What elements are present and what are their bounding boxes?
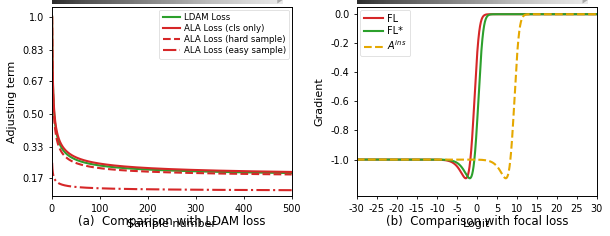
$A^{ins}$ xyxy=(551,13,558,16)
ALA Loss (easy sample) xyxy=(140,188,148,191)
Line: ALA Loss (easy sample): ALA Loss (easy sample) xyxy=(52,163,292,190)
ALA Loss (easy sample) xyxy=(48,161,56,164)
Line: ALA Loss (hard sample): ALA Loss (hard sample) xyxy=(52,17,292,174)
$A^{ins}$ xyxy=(502,177,509,180)
FL xyxy=(533,13,540,16)
FL xyxy=(462,177,470,180)
Y-axis label: Adjusting term: Adjusting term xyxy=(7,60,17,143)
ALA Loss (cls only) xyxy=(288,171,295,173)
ALA Loss (easy sample) xyxy=(76,186,83,189)
LDAM Loss xyxy=(283,172,290,174)
LDAM Loss xyxy=(48,15,56,18)
ALA Loss (cls only) xyxy=(151,167,158,170)
ALA Loss (cls only) xyxy=(90,161,98,164)
$A^{ins}$ xyxy=(353,158,361,161)
Line: ALA Loss (cls only): ALA Loss (cls only) xyxy=(52,17,292,172)
FL* xyxy=(509,13,517,16)
ALA Loss (hard sample) xyxy=(151,170,158,173)
Polygon shape xyxy=(583,0,597,4)
Text: (b)  Comparison with focal loss: (b) Comparison with focal loss xyxy=(386,215,568,228)
Legend: LDAM Loss, ALA Loss (cls only), ALA Loss (hard sample), ALA Loss (easy sample): LDAM Loss, ALA Loss (cls only), ALA Loss… xyxy=(159,9,289,59)
FL* xyxy=(533,13,540,16)
LDAM Loss xyxy=(257,171,265,174)
ALA Loss (cls only) xyxy=(283,170,290,173)
FL xyxy=(497,13,504,16)
LDAM Loss xyxy=(288,172,295,174)
Y-axis label: Gradient: Gradient xyxy=(315,77,325,126)
X-axis label: Logit: Logit xyxy=(463,219,490,229)
FL xyxy=(445,160,452,162)
$A^{ins}$ xyxy=(509,122,517,125)
ALA Loss (hard sample) xyxy=(90,166,98,169)
FL* xyxy=(594,13,601,16)
LDAM Loss xyxy=(140,168,148,171)
ALA Loss (easy sample) xyxy=(90,187,98,190)
Line: $A^{ins}$: $A^{ins}$ xyxy=(357,14,597,178)
ALA Loss (cls only) xyxy=(140,166,148,169)
ALA Loss (hard sample) xyxy=(257,173,265,176)
ALA Loss (cls only) xyxy=(48,15,56,18)
Legend: FL, FL*, $A^{ins}$: FL, FL*, $A^{ins}$ xyxy=(360,10,411,56)
FL xyxy=(509,13,517,16)
ALA Loss (cls only) xyxy=(76,157,83,160)
ALA Loss (hard sample) xyxy=(48,15,56,18)
ALA Loss (easy sample) xyxy=(257,189,265,191)
ALA Loss (hard sample) xyxy=(140,170,148,173)
LDAM Loss xyxy=(90,163,98,166)
Polygon shape xyxy=(278,0,292,4)
$A^{ins}$ xyxy=(594,13,601,16)
X-axis label: Sample number: Sample number xyxy=(127,219,216,229)
$A^{ins}$ xyxy=(533,13,540,16)
LDAM Loss xyxy=(151,169,158,171)
$A^{ins}$ xyxy=(445,158,452,161)
FL* xyxy=(551,13,558,16)
FL xyxy=(594,13,601,16)
ALA Loss (cls only) xyxy=(257,170,265,173)
ALA Loss (easy sample) xyxy=(283,189,290,192)
Line: FL*: FL* xyxy=(357,14,597,178)
FL* xyxy=(397,158,404,161)
Line: FL: FL xyxy=(357,14,597,178)
FL* xyxy=(497,13,504,16)
FL xyxy=(397,158,404,161)
LDAM Loss xyxy=(76,160,83,162)
ALA Loss (easy sample) xyxy=(151,188,158,191)
FL xyxy=(551,13,558,16)
ALA Loss (hard sample) xyxy=(288,173,295,176)
ALA Loss (hard sample) xyxy=(283,173,290,176)
ALA Loss (easy sample) xyxy=(288,189,295,192)
$A^{ins}$ xyxy=(497,171,504,173)
ALA Loss (hard sample) xyxy=(76,163,83,166)
Text: (a)  Comparison with LDAM loss: (a) Comparison with LDAM loss xyxy=(78,215,265,228)
FL* xyxy=(445,159,452,161)
Line: LDAM Loss: LDAM Loss xyxy=(52,17,292,173)
$A^{ins}$ xyxy=(397,158,404,161)
FL xyxy=(353,158,361,161)
FL* xyxy=(466,177,473,180)
FL* xyxy=(353,158,361,161)
